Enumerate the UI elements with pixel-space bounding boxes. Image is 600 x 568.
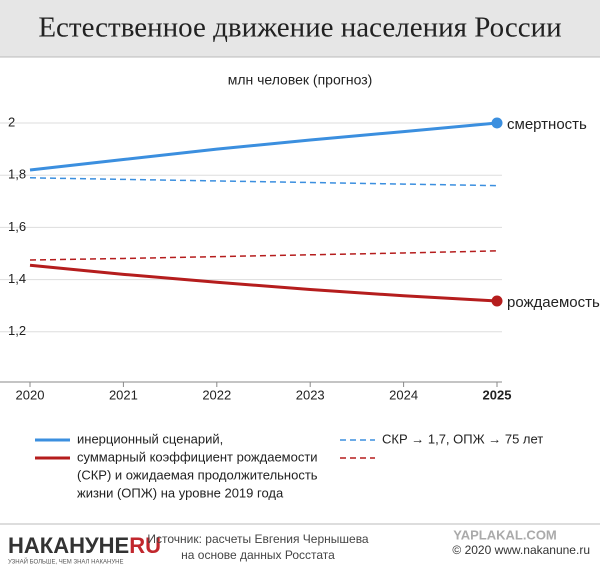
source: Источник: расчеты Евгения Чернышева	[147, 532, 369, 546]
x-tick-label: 2021	[109, 387, 138, 402]
copyright: © 2020 www.nakanune.ru	[452, 543, 590, 557]
subtitle: млн человек (прогноз)	[228, 72, 373, 88]
x-tick-label: 2020	[16, 387, 45, 402]
y-tick-label: 1,6	[8, 219, 26, 234]
legend-label: суммарный коэффициент рождаемости	[77, 449, 318, 464]
y-tick-label: 1,4	[8, 271, 26, 286]
x-tick-label: 2025	[483, 387, 512, 402]
legend-label: СКР → 1,7, ОПЖ → 75 лет	[382, 431, 543, 446]
end-label: смертность	[507, 116, 587, 133]
end-point	[491, 295, 503, 307]
series-line	[29, 177, 498, 187]
chart-title: Естественное движение населения России	[38, 12, 561, 44]
watermark: YAPLAKAL.COM	[453, 527, 557, 542]
slogan: УЗНАЙ БОЛЬШЕ, ЧЕМ ЗНАЛ НАКАНУНЕ	[8, 558, 123, 566]
source: на основе данных Росстата	[181, 548, 335, 562]
y-tick-label: 1,2	[8, 323, 26, 338]
y-tick-label: 2	[8, 114, 15, 129]
x-tick-label: 2024	[389, 387, 418, 402]
legend-label: (СКР) и ожидаемая продолжительность	[77, 467, 318, 482]
logo: НАКАНУНЕRU	[8, 533, 161, 558]
series-line	[29, 250, 498, 261]
legend-label: инерционный сценарий,	[77, 431, 223, 446]
legend-label: жизни (ОПЖ) на уровне 2019 года	[77, 485, 284, 500]
end-label: рождаемость	[507, 294, 600, 311]
series-line	[29, 263, 498, 303]
y-tick-label: 1,8	[8, 167, 26, 182]
end-point	[491, 117, 503, 129]
series-line	[29, 121, 498, 172]
x-tick-label: 2022	[202, 387, 231, 402]
title-band	[0, 0, 600, 57]
x-tick-label: 2023	[296, 387, 325, 402]
